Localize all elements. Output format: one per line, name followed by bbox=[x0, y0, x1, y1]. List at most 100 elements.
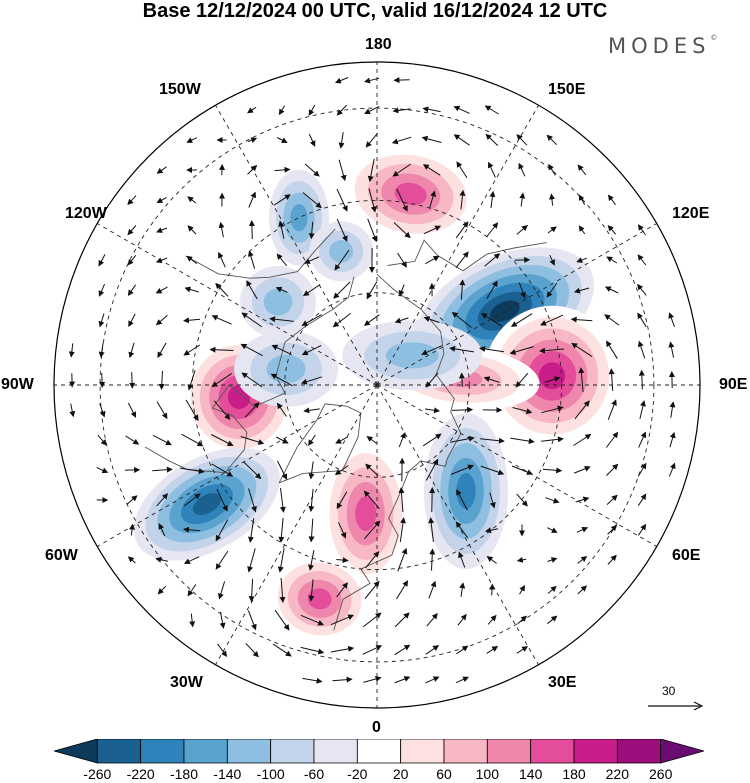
wind-vector bbox=[127, 402, 137, 418]
wind-vector bbox=[639, 400, 646, 420]
wind-vector bbox=[330, 614, 355, 626]
wind-vector bbox=[300, 646, 325, 655]
wind-vector bbox=[98, 283, 106, 297]
latitude-circle bbox=[99, 107, 655, 663]
wind-vector bbox=[338, 522, 347, 539]
wind-vector bbox=[392, 163, 412, 177]
colorbar-tick-label: -220 bbox=[126, 766, 155, 782]
wind-vector bbox=[516, 493, 528, 507]
anomaly-central-asia-high bbox=[484, 305, 621, 446]
wind-vector bbox=[156, 493, 169, 507]
wind-vector bbox=[362, 645, 383, 655]
wind-vector bbox=[450, 435, 475, 443]
wind-vector bbox=[668, 341, 675, 358]
brand-logo: MODES© bbox=[608, 34, 717, 58]
coastline bbox=[185, 228, 336, 279]
wind-vector bbox=[247, 250, 256, 269]
wind-vector bbox=[330, 645, 355, 653]
wind-vector bbox=[365, 463, 379, 477]
wind-vector bbox=[157, 585, 167, 595]
wind-vector bbox=[487, 614, 497, 625]
wind-vector bbox=[637, 224, 646, 236]
wind-vector bbox=[68, 343, 75, 358]
wind-vector bbox=[606, 340, 618, 359]
wind-vector bbox=[336, 218, 348, 242]
anomaly-bering-low bbox=[309, 221, 374, 282]
colorbar-swatch bbox=[616, 739, 662, 764]
wind-vector bbox=[334, 77, 349, 84]
wind-vector bbox=[248, 191, 256, 208]
wind-vector bbox=[546, 134, 558, 146]
map-disc bbox=[54, 62, 700, 708]
colorbar-swatch bbox=[96, 739, 142, 764]
wind-vector bbox=[512, 407, 533, 415]
wind-vector bbox=[336, 188, 348, 212]
wind-vector bbox=[458, 551, 466, 568]
wind-vector bbox=[247, 548, 256, 573]
wind-vector bbox=[451, 311, 472, 328]
wind-vector bbox=[425, 645, 440, 655]
wind-vector bbox=[158, 523, 166, 537]
wind-vector bbox=[638, 369, 645, 390]
wind-vector bbox=[458, 372, 465, 387]
wind-vector bbox=[248, 220, 255, 240]
wind-vector bbox=[180, 467, 205, 475]
wind-vector bbox=[571, 342, 593, 358]
wind-vector bbox=[274, 609, 290, 631]
wind-vector bbox=[301, 314, 322, 326]
wind-vector bbox=[547, 615, 558, 625]
wind-vector bbox=[152, 466, 173, 473]
wind-vector bbox=[338, 132, 345, 149]
wind-vector bbox=[308, 133, 316, 147]
wind-vector bbox=[455, 221, 469, 239]
wind-vector bbox=[247, 106, 257, 114]
wind-vector bbox=[549, 254, 555, 266]
wind-vector bbox=[489, 492, 496, 509]
copyright-mark: © bbox=[710, 34, 718, 42]
wind-vector bbox=[247, 137, 258, 143]
wind-vector bbox=[186, 255, 198, 265]
wind-vector bbox=[548, 193, 555, 206]
wind-vector bbox=[127, 225, 137, 236]
wind-vector bbox=[303, 407, 320, 414]
wind-vector bbox=[669, 431, 676, 448]
colorbar-tick-label: -20 bbox=[347, 766, 368, 782]
wind-vector bbox=[637, 312, 647, 327]
wind-vector bbox=[576, 526, 589, 533]
wind-vector bbox=[573, 433, 592, 446]
wind-vector bbox=[518, 162, 526, 177]
lon-label-0: 0 bbox=[372, 719, 381, 736]
meridian-line bbox=[376, 223, 657, 386]
anomaly-contour bbox=[456, 473, 476, 509]
wind-vector bbox=[607, 524, 618, 535]
wind-vector bbox=[246, 280, 258, 300]
wind-vector bbox=[365, 551, 380, 569]
wind-vector bbox=[578, 367, 585, 392]
wind-vector bbox=[516, 224, 528, 235]
reference-vector bbox=[648, 701, 704, 711]
wind-vector bbox=[241, 312, 263, 328]
anomaly-contour bbox=[290, 204, 308, 232]
wind-vector bbox=[364, 105, 380, 115]
wind-vector bbox=[453, 134, 470, 146]
wind-vector bbox=[604, 286, 619, 294]
wind-vector bbox=[509, 346, 534, 355]
wind-vector bbox=[276, 253, 288, 267]
wind-vector bbox=[247, 610, 257, 631]
wind-vector bbox=[273, 194, 291, 206]
wind-vector bbox=[486, 556, 497, 564]
wind-vector bbox=[365, 132, 379, 148]
wind-vector bbox=[575, 496, 590, 503]
wind-vector bbox=[364, 520, 381, 540]
wind-vector bbox=[429, 548, 436, 571]
anomaly-atlantic-low bbox=[133, 447, 280, 561]
wind-vector bbox=[278, 518, 285, 543]
wind-vector bbox=[240, 343, 263, 357]
colorbar-swatch bbox=[530, 739, 575, 764]
wind-vector bbox=[637, 283, 647, 296]
colorbar-swatch bbox=[226, 739, 272, 764]
wind-vector bbox=[519, 192, 526, 207]
lon-label-60w: 60W bbox=[45, 547, 78, 564]
wind-vector bbox=[398, 284, 405, 297]
wind-vector bbox=[573, 287, 590, 294]
